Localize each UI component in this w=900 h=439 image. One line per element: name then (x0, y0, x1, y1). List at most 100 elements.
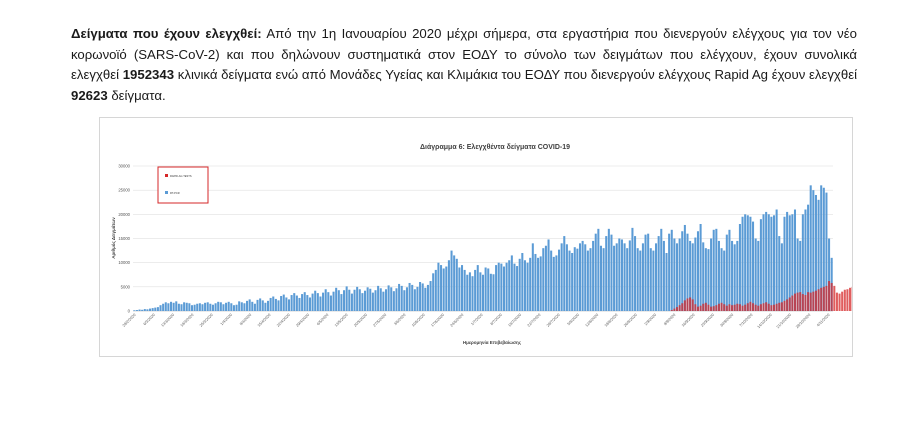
bar-rt-pcr (634, 236, 637, 311)
bar-rt-pcr (521, 253, 524, 311)
bar-rt-pcr (710, 238, 713, 311)
bar-rapid-ag (707, 304, 710, 311)
bar-rapid-ag (828, 281, 831, 311)
legend-swatch-pcr (165, 191, 168, 194)
bar-rapid-ag (749, 301, 752, 311)
bar-rt-pcr (809, 185, 812, 311)
bar-rt-pcr (505, 262, 508, 311)
bar-rt-pcr (712, 229, 715, 311)
bar-rt-pcr (411, 284, 414, 311)
bar-rt-pcr (555, 255, 558, 311)
bar-rt-pcr (788, 215, 791, 311)
bar-rt-pcr (670, 229, 673, 311)
bar-rt-pcr (306, 295, 309, 311)
bar-rt-pcr (329, 295, 332, 311)
tests-bar-chart: Διάγραμμα 6: Ελεγχθέντα δείγματα COVID-1… (111, 143, 852, 346)
bar-rapid-ag (759, 304, 762, 311)
bar-rt-pcr (327, 292, 330, 311)
bar-rt-pcr (597, 228, 600, 311)
bar-rt-pcr (159, 305, 162, 311)
bar-rapid-ag (841, 291, 844, 311)
bar-rapid-ag (699, 305, 702, 311)
bar-rt-pcr (812, 190, 815, 311)
bar-rapid-ag (720, 302, 723, 311)
x-tick-label: 8/7/2020 (490, 313, 503, 326)
bar-rt-pcr (662, 240, 665, 311)
bar-rt-pcr (786, 211, 789, 311)
bar-rt-pcr (644, 234, 647, 311)
bar-rt-pcr (322, 292, 325, 311)
x-tick-label: 15/7/2020 (507, 313, 522, 328)
bar-rt-pcr (248, 299, 251, 311)
bar-rt-pcr (222, 304, 225, 311)
bar-rt-pcr (169, 301, 173, 311)
bar-rapid-ag (838, 293, 841, 311)
bar-rt-pcr (547, 239, 550, 311)
bar-rt-pcr (413, 289, 416, 311)
x-tick-label: 16/9/2020 (681, 313, 696, 328)
bar-rt-pcr (820, 185, 823, 311)
legend-swatch-rapid (165, 174, 168, 177)
x-tick-label: 18/3/2020 (180, 313, 195, 328)
bar-rt-pcr (589, 248, 592, 311)
bar-rt-pcr (424, 287, 427, 311)
bar-rapid-ag (833, 285, 836, 311)
bar-rt-pcr (479, 272, 482, 311)
bar-rt-pcr (421, 283, 424, 311)
bar-rt-pcr (655, 243, 658, 311)
bar-rt-pcr (702, 242, 705, 311)
bar-rt-pcr (154, 307, 157, 311)
bar-rt-pcr (447, 260, 450, 311)
bar-rt-pcr (303, 292, 306, 311)
bar-rapid-ag (696, 306, 700, 311)
bar-rt-pcr (720, 248, 723, 311)
bar-rt-pcr (592, 240, 595, 311)
bar-rt-pcr (581, 240, 584, 311)
x-tick-label: 15/4/2020 (257, 313, 272, 328)
bar-rt-pcr (206, 302, 209, 311)
bar-rt-pcr (432, 273, 435, 311)
bar-rt-pcr (356, 286, 359, 311)
bar-rt-pcr (542, 248, 545, 311)
paragraph-text-1: Από την 1η Ιανουαρίου 2020 μέχρι σήμερα,… (71, 26, 857, 83)
bar-rt-pcr (369, 288, 372, 311)
bar-rt-pcr (599, 245, 602, 311)
bar-rt-pcr (429, 281, 432, 311)
bar-rt-pcr (387, 285, 390, 311)
rapid-total-number: 92623 (71, 87, 108, 103)
bar-rt-pcr (502, 266, 505, 311)
bar-rapid-ag (704, 302, 707, 311)
bar-rt-pcr (778, 236, 781, 311)
bar-rt-pcr (678, 238, 681, 311)
bar-rt-pcr (733, 244, 736, 311)
y-axis-label: Αριθμός Δειγμάτων (111, 217, 117, 259)
bar-rt-pcr (531, 243, 534, 311)
x-tick-label: 14/10/2020 (757, 313, 773, 329)
bar-rt-pcr (550, 250, 553, 311)
bar-rt-pcr (256, 299, 259, 311)
bar-rt-pcr (568, 250, 571, 311)
bar-rt-pcr (584, 244, 587, 311)
bar-rapid-ag (767, 303, 770, 311)
bar-rt-pcr (715, 228, 718, 311)
bar-rapid-ag (825, 285, 828, 311)
bar-rt-pcr (190, 305, 194, 311)
bar-rt-pcr (602, 248, 605, 311)
bar-rt-pcr (796, 238, 799, 311)
bar-rt-pcr (765, 211, 768, 311)
bar-rt-pcr (552, 256, 555, 311)
bar-rt-pcr (162, 303, 165, 311)
bar-rt-pcr (264, 302, 267, 311)
legend-label-rapid: RAPID-AG TESTS (170, 174, 192, 178)
bar-rt-pcr (828, 238, 831, 311)
y-tick-labels: 0 5000 10000 15000 20000 25000 30000 (118, 164, 130, 314)
x-tick-label: 3/6/2020 (393, 313, 406, 326)
bar-rt-pcr (631, 227, 634, 311)
bar-rt-pcr (738, 224, 741, 311)
bar-rt-pcr (198, 303, 201, 311)
bar-rapid-ag (733, 304, 736, 311)
bar-rapid-ag (809, 292, 812, 311)
bars (133, 185, 852, 311)
bar-rt-pcr (348, 289, 351, 311)
bar-rt-pcr (673, 238, 676, 311)
